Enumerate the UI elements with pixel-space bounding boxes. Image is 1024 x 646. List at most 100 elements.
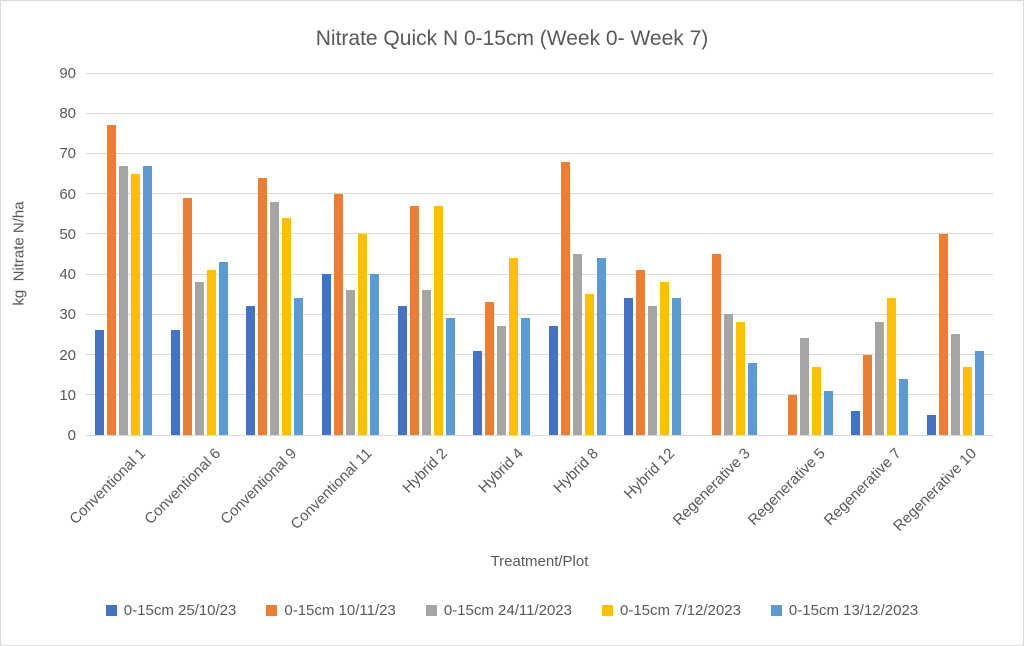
y-tick-label-10: 10 [59, 386, 76, 404]
plot-area [86, 72, 993, 436]
bar-0-15cm-25-10-23-regenerative-7 [851, 410, 861, 435]
x-category-label-regenerative-7: Regenerative 7 [820, 445, 905, 529]
gridline-80 [86, 112, 993, 114]
bar-0-15cm-25-10-23-hybrid-4 [473, 350, 483, 435]
bar-0-15cm-7-12-2023-regenerative-10 [962, 366, 972, 435]
bar-0-15cm-13-12-2023-hybrid-4 [521, 318, 531, 435]
bar-0-15cm-7-12-2023-regenerative-3 [735, 322, 745, 435]
bar-0-15cm-13-12-2023-regenerative-7 [899, 378, 909, 435]
bar-group-hybrid-12 [615, 73, 691, 435]
bar-group-conventional-11 [313, 73, 389, 435]
bar-0-15cm-10-11-23-conventional-9 [258, 177, 268, 435]
bar-0-15cm-13-12-2023-hybrid-12 [672, 298, 682, 435]
bar-0-15cm-24-11-2023-regenerative-3 [723, 314, 733, 435]
legend-swatch-icon [425, 605, 437, 616]
bar-group-regenerative-7 [842, 73, 918, 435]
bar-0-15cm-24-11-2023-hybrid-4 [497, 326, 507, 435]
bar-group-conventional-6 [162, 73, 238, 435]
gridline-50 [86, 233, 993, 235]
bar-0-15cm-25-10-23-hybrid-8 [548, 326, 558, 435]
legend-label: 0-15cm 7/12/2023 [620, 602, 741, 619]
bar-0-15cm-7-12-2023-hybrid-12 [660, 282, 670, 435]
gridline-0 [86, 434, 993, 436]
bar-0-15cm-24-11-2023-hybrid-12 [648, 306, 658, 435]
x-category-label-regenerative-3: Regenerative 3 [669, 445, 754, 529]
bar-group-regenerative-10 [917, 73, 993, 435]
legend-swatch-icon [770, 605, 782, 616]
gridline-20 [86, 354, 993, 356]
legend-label: 0-15cm 10/11/23 [284, 602, 396, 619]
bar-0-15cm-25-10-23-conventional-1 [95, 330, 105, 435]
bar-0-15cm-13-12-2023-conventional-1 [143, 165, 153, 435]
bar-0-15cm-10-11-23-hybrid-12 [636, 270, 646, 435]
x-category-label-conventional-9: Conventional 9 [217, 445, 300, 528]
bar-0-15cm-10-11-23-conventional-1 [107, 125, 117, 435]
y-tick-label-30: 30 [59, 306, 76, 324]
legend-label: 0-15cm 24/11/2023 [443, 602, 572, 619]
gridline-70 [86, 152, 993, 154]
bar-group-hybrid-8 [540, 73, 616, 435]
legend-item-0-15cm-13-12-2023: 0-15cm 13/12/2023 [770, 602, 919, 619]
x-axis-title: Treatment/Plot [490, 553, 589, 570]
bar-0-15cm-13-12-2023-hybrid-8 [596, 258, 606, 435]
bar-0-15cm-24-11-2023-hybrid-2 [421, 290, 431, 435]
x-category-label-hybrid-8: Hybrid 8 [550, 445, 603, 497]
bar-0-15cm-13-12-2023-conventional-11 [370, 274, 380, 435]
bar-0-15cm-13-12-2023-regenerative-10 [974, 350, 984, 435]
bar-0-15cm-7-12-2023-conventional-1 [131, 173, 141, 435]
legend-item-0-15cm-24-11-2023: 0-15cm 24/11/2023 [425, 602, 572, 619]
x-category-label-conventional-11: Conventional 11 [287, 445, 376, 533]
x-category-label-regenerative-10: Regenerative 10 [890, 445, 981, 535]
bar-0-15cm-25-10-23-hybrid-12 [624, 298, 634, 435]
bar-0-15cm-25-10-23-conventional-9 [246, 306, 256, 435]
bar-0-15cm-7-12-2023-regenerative-5 [811, 366, 821, 435]
legend-swatch-icon [105, 605, 117, 616]
bar-group-hybrid-4 [464, 73, 540, 435]
bar-0-15cm-25-10-23-hybrid-2 [397, 306, 407, 435]
bar-0-15cm-10-11-23-hybrid-8 [560, 161, 570, 435]
bar-0-15cm-7-12-2023-regenerative-7 [887, 298, 897, 435]
legend: 0-15cm 25/10/23 0-15cm 10/11/23 0-15cm 24/… [1, 602, 1023, 619]
bar-group-regenerative-5 [766, 73, 842, 435]
bar-0-15cm-7-12-2023-hybrid-2 [433, 205, 443, 435]
bar-group-conventional-9 [237, 73, 313, 435]
bar-0-15cm-7-12-2023-conventional-6 [206, 270, 216, 435]
bar-0-15cm-10-11-23-regenerative-7 [863, 354, 873, 435]
bar-group-conventional-1 [86, 73, 162, 435]
bar-0-15cm-10-11-23-hybrid-4 [485, 302, 495, 435]
x-category-label-regenerative-5: Regenerative 5 [745, 445, 830, 529]
bar-0-15cm-7-12-2023-hybrid-8 [584, 294, 594, 435]
y-tick-label-50: 50 [59, 225, 76, 243]
gridline-40 [86, 273, 993, 275]
gridline-90 [86, 72, 993, 74]
bar-0-15cm-10-11-23-regenerative-3 [711, 254, 721, 435]
y-tick-label-60: 60 [59, 185, 76, 203]
bar-0-15cm-24-11-2023-regenerative-10 [950, 334, 960, 435]
bar-0-15cm-7-12-2023-hybrid-4 [509, 258, 519, 435]
bar-0-15cm-24-11-2023-regenerative-7 [875, 322, 885, 435]
y-tick-label-80: 80 [59, 105, 76, 123]
legend-item-0-15cm-25-10-23: 0-15cm 25/10/23 [105, 602, 237, 619]
gridline-60 [86, 193, 993, 195]
y-tick-label-20: 20 [59, 346, 76, 364]
legend-label: 0-15cm 13/12/2023 [788, 602, 919, 619]
legend-swatch-icon [266, 605, 278, 616]
bar-0-15cm-10-11-23-regenerative-10 [938, 233, 948, 435]
bar-0-15cm-24-11-2023-hybrid-8 [572, 254, 582, 435]
bar-0-15cm-10-11-23-hybrid-2 [409, 205, 419, 435]
x-category-label-conventional-6: Conventional 6 [141, 445, 225, 528]
bar-0-15cm-25-10-23-regenerative-10 [926, 414, 936, 435]
bar-0-15cm-10-11-23-conventional-11 [334, 193, 344, 435]
gridline-10 [86, 394, 993, 396]
legend-item-0-15cm-10-11-23: 0-15cm 10/11/23 [266, 602, 396, 619]
bar-0-15cm-13-12-2023-conventional-6 [218, 262, 228, 435]
bar-0-15cm-24-11-2023-conventional-9 [270, 201, 280, 435]
legend-label: 0-15cm 25/10/23 [123, 602, 237, 619]
bar-0-15cm-24-11-2023-regenerative-5 [799, 338, 809, 435]
y-tick-label-70: 70 [59, 145, 76, 163]
bar-0-15cm-24-11-2023-conventional-11 [346, 290, 356, 435]
bar-0-15cm-7-12-2023-conventional-9 [282, 217, 292, 435]
bar-0-15cm-13-12-2023-hybrid-2 [445, 318, 455, 435]
bar-0-15cm-10-11-23-conventional-6 [182, 197, 192, 435]
y-axis-title: kg Nitrate N/ha [10, 201, 28, 306]
